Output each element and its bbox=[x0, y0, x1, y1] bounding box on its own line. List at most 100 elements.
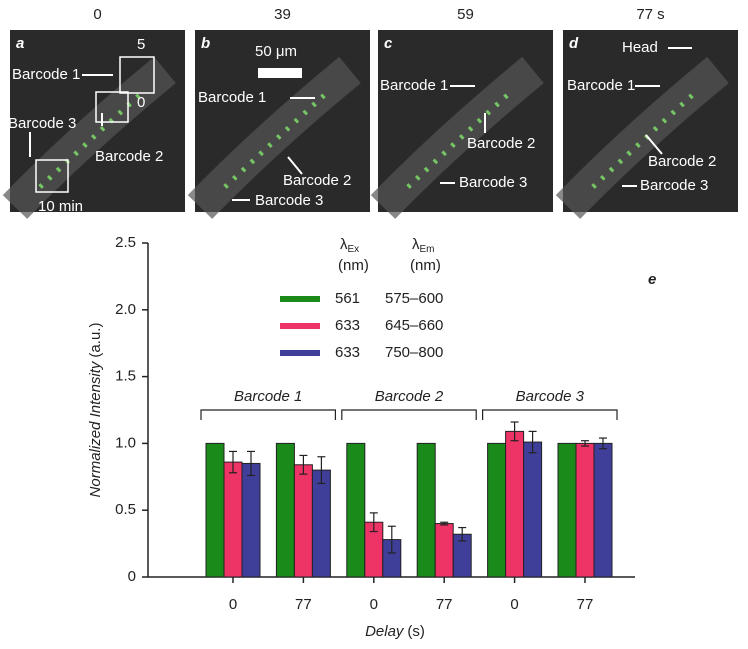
annotation: 0 bbox=[137, 94, 145, 111]
annotation: Barcode 1 bbox=[567, 77, 635, 94]
x-axis-title-unit: (s) bbox=[407, 623, 425, 640]
error-bar bbox=[528, 430, 537, 454]
group-label: Barcode 3 bbox=[516, 388, 585, 405]
bar bbox=[416, 442, 436, 578]
worm-body bbox=[2, 56, 176, 219]
annotation: 10 min bbox=[38, 198, 83, 215]
panel-letter: d bbox=[569, 35, 579, 52]
x-tick-label: 77 bbox=[577, 596, 594, 613]
x-tick-label: 0 bbox=[510, 596, 518, 613]
roi-box bbox=[95, 91, 129, 123]
error-bar bbox=[247, 450, 255, 477]
x-tick-label: 77 bbox=[295, 596, 312, 613]
y-tick-label: 0.5 bbox=[115, 501, 136, 518]
panel-letter: a bbox=[16, 35, 24, 52]
roi-box bbox=[35, 159, 69, 193]
x-tick-label: 0 bbox=[229, 596, 237, 613]
annotation: Barcode 3 bbox=[459, 174, 527, 191]
annotation: Head bbox=[622, 39, 658, 56]
bar bbox=[575, 442, 595, 578]
bar bbox=[523, 441, 543, 578]
bar bbox=[205, 442, 225, 578]
x-tick-label: 0 bbox=[370, 596, 378, 613]
group-bracket bbox=[200, 409, 336, 420]
time-label: 59 bbox=[457, 6, 474, 23]
legend-unit: (nm) bbox=[410, 257, 441, 274]
y-axis-title: Normalized Intensity (a.u.) bbox=[87, 323, 104, 498]
x-axis-title-main: Delay bbox=[365, 623, 405, 640]
arrow bbox=[287, 156, 303, 175]
time-label: 39 bbox=[274, 6, 291, 23]
legend-emission: 645–660 bbox=[385, 317, 443, 334]
panel-letter: c bbox=[384, 35, 393, 52]
bar bbox=[557, 442, 577, 578]
legend-emission: 575–600 bbox=[385, 290, 443, 307]
legend-header: λEx bbox=[340, 236, 359, 255]
arrow bbox=[645, 134, 663, 155]
worm-body bbox=[370, 56, 544, 219]
y-tick-label: 0 bbox=[128, 568, 136, 585]
error-bar bbox=[440, 521, 449, 526]
group-bracket bbox=[341, 409, 477, 420]
annotation: Barcode 2 bbox=[283, 172, 351, 189]
annotation: Barcode 3 bbox=[8, 115, 76, 132]
annotation: Barcode 1 bbox=[12, 66, 80, 83]
annotation: Barcode 2 bbox=[467, 135, 535, 152]
panel-letter: e bbox=[648, 271, 656, 288]
annotation: Barcode 3 bbox=[640, 177, 708, 194]
roi-box bbox=[119, 56, 155, 94]
legend-label: 633 bbox=[335, 344, 360, 361]
y-tick-label: 2.0 bbox=[115, 301, 136, 318]
annotation: Barcode 2 bbox=[648, 153, 716, 170]
error-bar bbox=[317, 456, 326, 485]
subscript: Em bbox=[420, 244, 435, 255]
time-label: 0 bbox=[93, 6, 101, 23]
annotation: Barcode 1 bbox=[198, 89, 266, 106]
y-tick-label: 1.0 bbox=[115, 434, 136, 451]
panel-letter: b bbox=[201, 35, 210, 52]
lambda: λ bbox=[412, 236, 420, 253]
error-bar bbox=[387, 525, 396, 554]
bar bbox=[311, 469, 331, 578]
y-tick-label: 2.5 bbox=[115, 234, 136, 251]
bar bbox=[593, 442, 613, 578]
y-tick-label: 1.5 bbox=[115, 368, 136, 385]
bar bbox=[505, 430, 525, 578]
error-bar bbox=[458, 526, 467, 542]
bar bbox=[487, 442, 507, 578]
legend-label: 633 bbox=[335, 317, 360, 334]
error-bar bbox=[581, 440, 589, 447]
legend-header: λEm bbox=[412, 236, 435, 255]
group-label: Barcode 1 bbox=[234, 388, 302, 405]
error-bar bbox=[299, 454, 308, 475]
scale-bar bbox=[258, 68, 302, 78]
bar bbox=[241, 462, 261, 578]
legend-unit: (nm) bbox=[338, 257, 369, 274]
bar bbox=[346, 442, 366, 578]
bar bbox=[434, 523, 454, 578]
x-axis-title: Delay (s) bbox=[365, 623, 425, 640]
bar bbox=[293, 464, 313, 578]
bar bbox=[223, 461, 243, 578]
x-tick-label: 77 bbox=[436, 596, 453, 613]
annotation: Barcode 2 bbox=[95, 148, 163, 165]
y-axis-title-main: Normalized Intensity bbox=[87, 360, 104, 497]
worm-body bbox=[555, 56, 729, 219]
subscript: Ex bbox=[348, 244, 360, 255]
worm-body bbox=[187, 56, 361, 219]
error-bar bbox=[599, 437, 607, 450]
error-bar bbox=[510, 421, 519, 442]
legend-label: 561 bbox=[335, 290, 360, 307]
y-axis-title-unit: (a.u.) bbox=[87, 323, 104, 358]
annotation: Barcode 1 bbox=[380, 77, 448, 94]
annotation: 50 μm bbox=[255, 43, 297, 60]
time-label: 77 s bbox=[636, 6, 664, 23]
bar bbox=[275, 442, 295, 578]
annotation: Barcode 3 bbox=[255, 192, 323, 209]
error-bar bbox=[369, 512, 378, 533]
lambda: λ bbox=[340, 236, 348, 253]
annotation: 5 bbox=[137, 36, 145, 53]
legend-emission: 750–800 bbox=[385, 344, 443, 361]
group-label: Barcode 2 bbox=[375, 388, 444, 405]
